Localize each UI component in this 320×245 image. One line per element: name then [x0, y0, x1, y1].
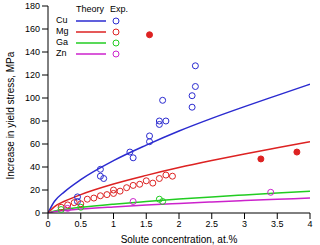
svg-text:3.5: 3.5 [271, 219, 284, 229]
svg-text:140: 140 [25, 47, 40, 57]
svg-text:Solute concentration, at.%: Solute concentration, at.% [121, 234, 238, 245]
svg-text:100: 100 [25, 93, 40, 103]
svg-text:40: 40 [30, 162, 40, 172]
svg-text:0: 0 [35, 208, 40, 218]
svg-text:2: 2 [176, 219, 181, 229]
svg-text:1.5: 1.5 [140, 219, 153, 229]
svg-text:20: 20 [30, 185, 40, 195]
svg-text:60: 60 [30, 139, 40, 149]
svg-text:4: 4 [307, 219, 312, 229]
html-text:Ga: Ga [56, 37, 68, 47]
svg-text:160: 160 [25, 24, 40, 34]
html-text:Cu: Cu [56, 15, 68, 25]
svg-text:1: 1 [111, 219, 116, 229]
html-text:Zn: Zn [56, 48, 67, 58]
svg-text:Increase in yield stress, MPa: Increase in yield stress, MPa [8, 51, 16, 179]
html-text:Mg: Mg [56, 26, 69, 36]
html-text:Exp.: Exp. [110, 4, 128, 14]
svg-text:0: 0 [45, 219, 50, 229]
svg-text:120: 120 [25, 70, 40, 80]
svg-text:0.5: 0.5 [74, 219, 87, 229]
svg-text:2.5: 2.5 [205, 219, 218, 229]
svg-text:3: 3 [242, 219, 247, 229]
svg-text:180: 180 [25, 1, 40, 11]
html-text:Theory: Theory [76, 4, 104, 14]
svg-text:80: 80 [30, 116, 40, 126]
